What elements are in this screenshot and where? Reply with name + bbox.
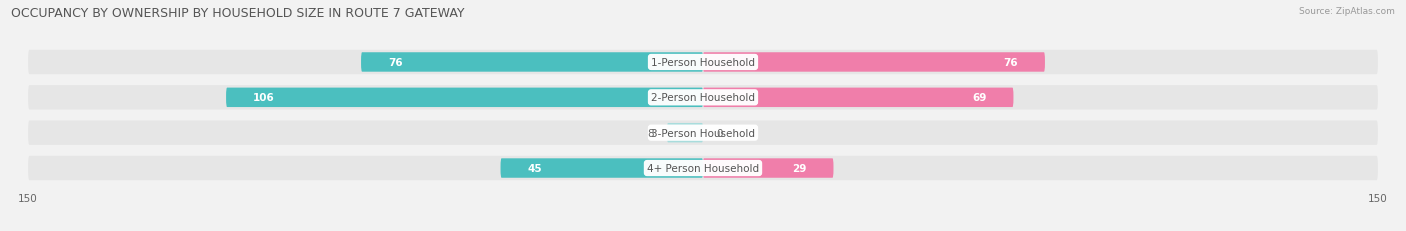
Text: 76: 76 — [1004, 58, 1018, 68]
Text: 76: 76 — [388, 58, 402, 68]
Text: 29: 29 — [792, 163, 807, 173]
Text: 8: 8 — [647, 128, 654, 138]
FancyBboxPatch shape — [703, 88, 1014, 108]
FancyBboxPatch shape — [28, 86, 1378, 110]
FancyBboxPatch shape — [501, 159, 703, 178]
Text: 106: 106 — [253, 93, 274, 103]
Text: 69: 69 — [972, 93, 987, 103]
Text: 45: 45 — [527, 163, 543, 173]
FancyBboxPatch shape — [666, 123, 703, 143]
Text: 3-Person Household: 3-Person Household — [651, 128, 755, 138]
FancyBboxPatch shape — [226, 88, 703, 108]
FancyBboxPatch shape — [703, 159, 834, 178]
FancyBboxPatch shape — [28, 51, 1378, 75]
FancyBboxPatch shape — [28, 121, 1378, 145]
Text: Source: ZipAtlas.com: Source: ZipAtlas.com — [1299, 7, 1395, 16]
Text: OCCUPANCY BY OWNERSHIP BY HOUSEHOLD SIZE IN ROUTE 7 GATEWAY: OCCUPANCY BY OWNERSHIP BY HOUSEHOLD SIZE… — [11, 7, 465, 20]
FancyBboxPatch shape — [361, 53, 703, 72]
Text: 0: 0 — [717, 128, 723, 138]
Text: 1-Person Household: 1-Person Household — [651, 58, 755, 68]
FancyBboxPatch shape — [28, 156, 1378, 180]
Text: 4+ Person Household: 4+ Person Household — [647, 163, 759, 173]
FancyBboxPatch shape — [703, 53, 1045, 72]
Text: 2-Person Household: 2-Person Household — [651, 93, 755, 103]
